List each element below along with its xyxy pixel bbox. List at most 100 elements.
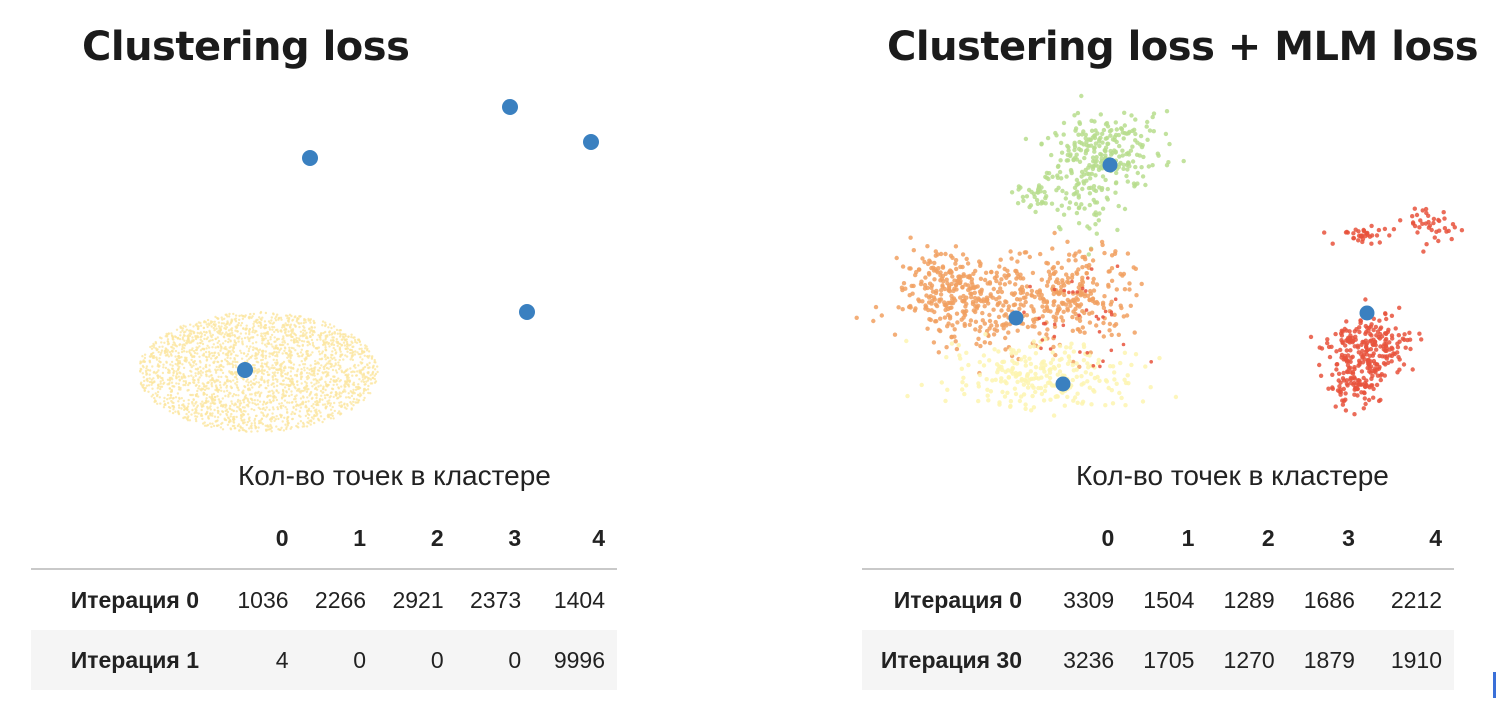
data-point	[1125, 251, 1131, 256]
data-point	[1086, 365, 1091, 370]
data-point	[174, 410, 177, 413]
data-point	[265, 406, 268, 409]
data-point	[205, 387, 208, 390]
data-point	[203, 424, 207, 427]
data-point	[278, 364, 282, 367]
data-point	[169, 363, 172, 366]
data-point	[303, 317, 306, 321]
data-point	[276, 361, 279, 364]
data-point	[172, 401, 175, 405]
column-header: 3	[443, 508, 522, 570]
data-point	[224, 418, 228, 422]
data-point	[347, 396, 350, 399]
data-point	[1016, 348, 1022, 353]
data-point	[260, 354, 263, 357]
data-point	[1094, 323, 1099, 328]
data-point	[972, 295, 978, 301]
data-point	[165, 335, 169, 338]
data-point	[240, 314, 243, 317]
data-point	[247, 405, 250, 408]
data-point	[347, 344, 351, 347]
data-point	[334, 348, 337, 352]
data-point	[244, 394, 247, 397]
data-point	[1084, 143, 1090, 148]
data-point	[240, 357, 244, 360]
data-point	[227, 329, 231, 332]
data-point	[1122, 123, 1128, 128]
data-point	[236, 386, 239, 389]
data-point	[917, 267, 922, 272]
data-point	[253, 417, 257, 421]
data-point	[264, 337, 267, 340]
data-point	[1058, 140, 1064, 146]
data-point	[312, 403, 315, 406]
data-point	[183, 416, 186, 419]
data-point	[1084, 289, 1088, 293]
data-point	[1031, 319, 1037, 325]
data-point	[982, 304, 987, 309]
data-point	[203, 333, 207, 337]
data-point	[291, 417, 294, 421]
data-point	[1437, 228, 1442, 233]
data-point	[228, 418, 232, 422]
data-point	[1088, 291, 1094, 296]
data-point	[1004, 321, 1009, 326]
data-point	[296, 341, 300, 344]
data-point	[912, 308, 918, 313]
data-point	[271, 328, 274, 331]
data-point	[962, 391, 967, 397]
data-point	[1039, 292, 1044, 298]
data-point	[218, 381, 222, 384]
data-point	[272, 358, 275, 361]
data-point	[231, 349, 234, 352]
data-point	[960, 380, 965, 385]
data-point	[1073, 251, 1078, 256]
data-point	[147, 390, 150, 393]
data-point	[261, 351, 264, 355]
data-point	[166, 393, 170, 397]
data-point	[929, 301, 934, 306]
data-point	[1087, 320, 1093, 325]
data-point	[192, 360, 195, 364]
data-point	[1071, 349, 1077, 354]
data-point	[206, 336, 209, 339]
data-point	[1092, 149, 1097, 154]
data-point	[1414, 212, 1420, 218]
data-point	[1097, 330, 1102, 334]
data-point	[206, 344, 209, 347]
data-point	[1134, 293, 1139, 298]
data-point	[348, 379, 352, 382]
data-point	[376, 365, 379, 368]
data-point	[274, 347, 277, 350]
data-point	[315, 408, 318, 411]
data-point	[142, 366, 145, 369]
data-point	[260, 362, 264, 365]
data-point	[292, 406, 295, 410]
data-point	[1071, 398, 1076, 403]
data-point	[1355, 343, 1360, 348]
data-point	[1403, 345, 1408, 350]
data-point	[311, 351, 314, 354]
data-point	[156, 390, 160, 394]
data-point	[1003, 347, 1008, 352]
table-row: Итерация 30 3236 1705 1270 1879 1910	[862, 630, 1454, 690]
data-point	[174, 355, 177, 358]
data-point	[999, 289, 1005, 295]
data-point	[982, 321, 987, 326]
data-point	[346, 404, 349, 407]
data-point	[250, 407, 253, 411]
data-point	[199, 369, 203, 373]
data-point	[168, 382, 171, 385]
data-point	[993, 319, 998, 325]
data-point	[194, 374, 197, 377]
data-point	[192, 381, 195, 384]
data-point	[1061, 309, 1066, 314]
data-point	[326, 356, 329, 359]
data-point	[209, 408, 212, 411]
data-point	[1048, 272, 1053, 278]
data-point	[1090, 296, 1096, 301]
data-point	[251, 386, 254, 389]
data-point	[1074, 177, 1080, 183]
data-point	[307, 417, 310, 420]
data-point	[1059, 265, 1065, 270]
